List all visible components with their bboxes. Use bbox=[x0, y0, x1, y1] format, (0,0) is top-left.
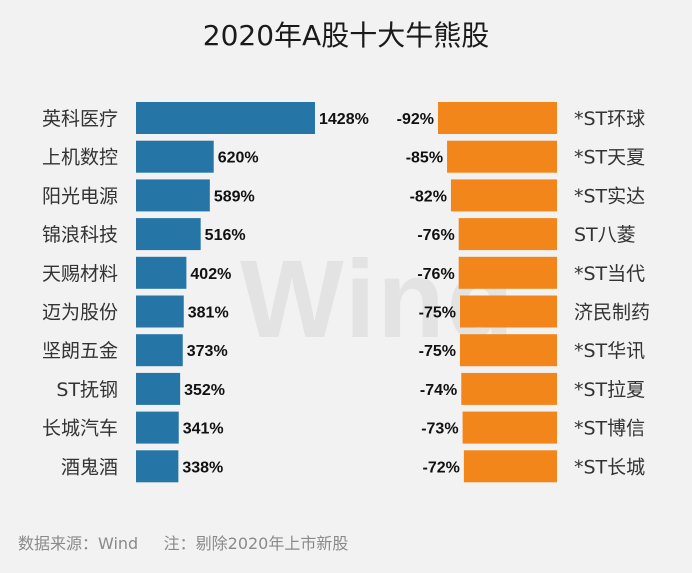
loser-value-label: -76% bbox=[417, 227, 454, 244]
loser-value-label: -74% bbox=[420, 382, 457, 399]
loser-bar bbox=[459, 334, 557, 367]
gainer-category-label: 英科医疗 bbox=[42, 108, 118, 130]
gainer-category-label: ST抚钢 bbox=[56, 379, 118, 401]
gainer-bar bbox=[136, 218, 201, 251]
gainer-bar bbox=[136, 140, 214, 173]
loser-category-label: *ST天夏 bbox=[574, 147, 645, 169]
gainer-category-label: 锦浪科技 bbox=[42, 224, 118, 246]
gainer-bar bbox=[136, 179, 210, 212]
loser-value-label: -75% bbox=[419, 305, 456, 322]
gainer-bar bbox=[136, 411, 179, 444]
loser-category-label: *ST博信 bbox=[574, 418, 645, 440]
loser-value-label: -73% bbox=[421, 421, 458, 438]
gainer-value-label: 1428% bbox=[319, 111, 369, 128]
gainer-category-label: 迈为股份 bbox=[42, 302, 118, 324]
loser-bar bbox=[463, 450, 557, 483]
loser-bar bbox=[458, 256, 557, 289]
loser-bar bbox=[458, 218, 557, 251]
loser-value-label: -85% bbox=[406, 150, 443, 167]
loser-category-label: *ST拉夏 bbox=[574, 379, 645, 401]
gainer-bar bbox=[136, 295, 184, 328]
gainer-value-label: 589% bbox=[214, 188, 255, 205]
gainer-bar bbox=[136, 102, 315, 134]
loser-category-label: ST八菱 bbox=[574, 224, 636, 246]
gainer-value-label: 620% bbox=[218, 150, 259, 167]
gainer-value-label: 338% bbox=[182, 459, 223, 476]
gainer-bar bbox=[136, 450, 179, 483]
gainer-value-label: 373% bbox=[187, 343, 228, 360]
gainer-category-label: 阳光电源 bbox=[42, 185, 118, 207]
loser-value-label: -92% bbox=[397, 111, 434, 128]
loser-bar bbox=[450, 179, 557, 212]
gainer-value-label: 402% bbox=[190, 266, 231, 283]
loser-value-label: -75% bbox=[419, 343, 456, 360]
loser-value-label: -76% bbox=[417, 266, 454, 283]
loser-bar bbox=[462, 411, 557, 444]
gainer-bar bbox=[136, 372, 181, 405]
loser-category-label: *ST华讯 bbox=[574, 340, 645, 362]
footer-note: 数据来源：Wind 注：剔除2020年上市新股 bbox=[18, 534, 349, 553]
gainer-value-label: 341% bbox=[183, 421, 224, 438]
gainer-bar bbox=[136, 256, 187, 289]
gainer-value-label: 381% bbox=[188, 305, 229, 322]
gainer-value-label: 352% bbox=[184, 382, 225, 399]
loser-value-label: -72% bbox=[423, 459, 460, 476]
loser-bar bbox=[459, 295, 557, 328]
loser-bar bbox=[461, 372, 557, 405]
loser-category-label: *ST环球 bbox=[574, 108, 645, 130]
gainer-value-label: 516% bbox=[205, 227, 246, 244]
loser-bar bbox=[438, 102, 557, 134]
gainer-category-label: 坚朗五金 bbox=[42, 340, 118, 362]
gainer-category-label: 上机数控 bbox=[42, 147, 118, 169]
loser-value-label: -82% bbox=[410, 188, 447, 205]
gainer-category-label: 长城汽车 bbox=[42, 418, 118, 440]
gainer-category-label: 天赐材料 bbox=[42, 263, 118, 285]
gainer-bar bbox=[136, 334, 183, 367]
loser-category-label: *ST实达 bbox=[574, 185, 645, 207]
loser-bar bbox=[447, 140, 557, 173]
loser-category-label: *ST长城 bbox=[574, 456, 645, 478]
gainer-category-label: 酒鬼酒 bbox=[61, 456, 118, 478]
loser-category-label: 济民制药 bbox=[574, 302, 650, 324]
chart-title: 2020年A股十大牛熊股 bbox=[202, 19, 490, 52]
loser-category-label: *ST当代 bbox=[574, 263, 645, 285]
